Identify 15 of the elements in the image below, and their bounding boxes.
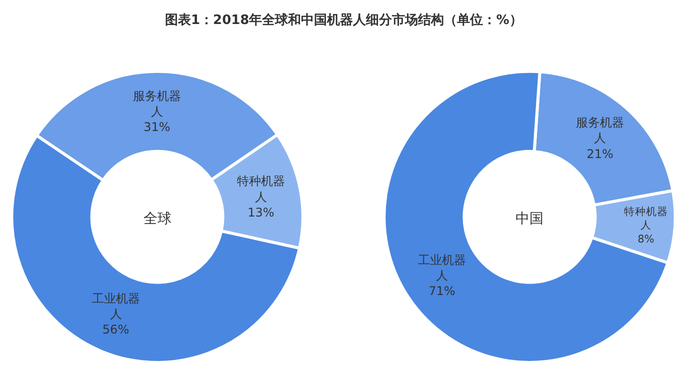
text: 图表1：2018年全球和中国机器人细分市场结构（单位：%） xyxy=(165,12,522,28)
slice-label: 服务机器人 xyxy=(576,116,624,146)
slice-label: 服务机器人 xyxy=(132,88,181,118)
data-label: 56% xyxy=(102,322,130,337)
slice-label: 工业机器人 xyxy=(418,253,466,283)
data-label: 21% xyxy=(586,146,614,161)
slice-label: 特种机器人 xyxy=(624,204,668,232)
text: 全球 xyxy=(143,210,172,227)
slice-label: 工业机器人 xyxy=(92,291,140,321)
data-label: 8% xyxy=(638,233,654,246)
text: 中国 xyxy=(516,210,544,227)
data-label: 71% xyxy=(428,284,456,298)
slice-label: 特种机器人 xyxy=(236,174,285,204)
data-label: 13% xyxy=(248,205,274,220)
data-label: 31% xyxy=(144,120,170,134)
